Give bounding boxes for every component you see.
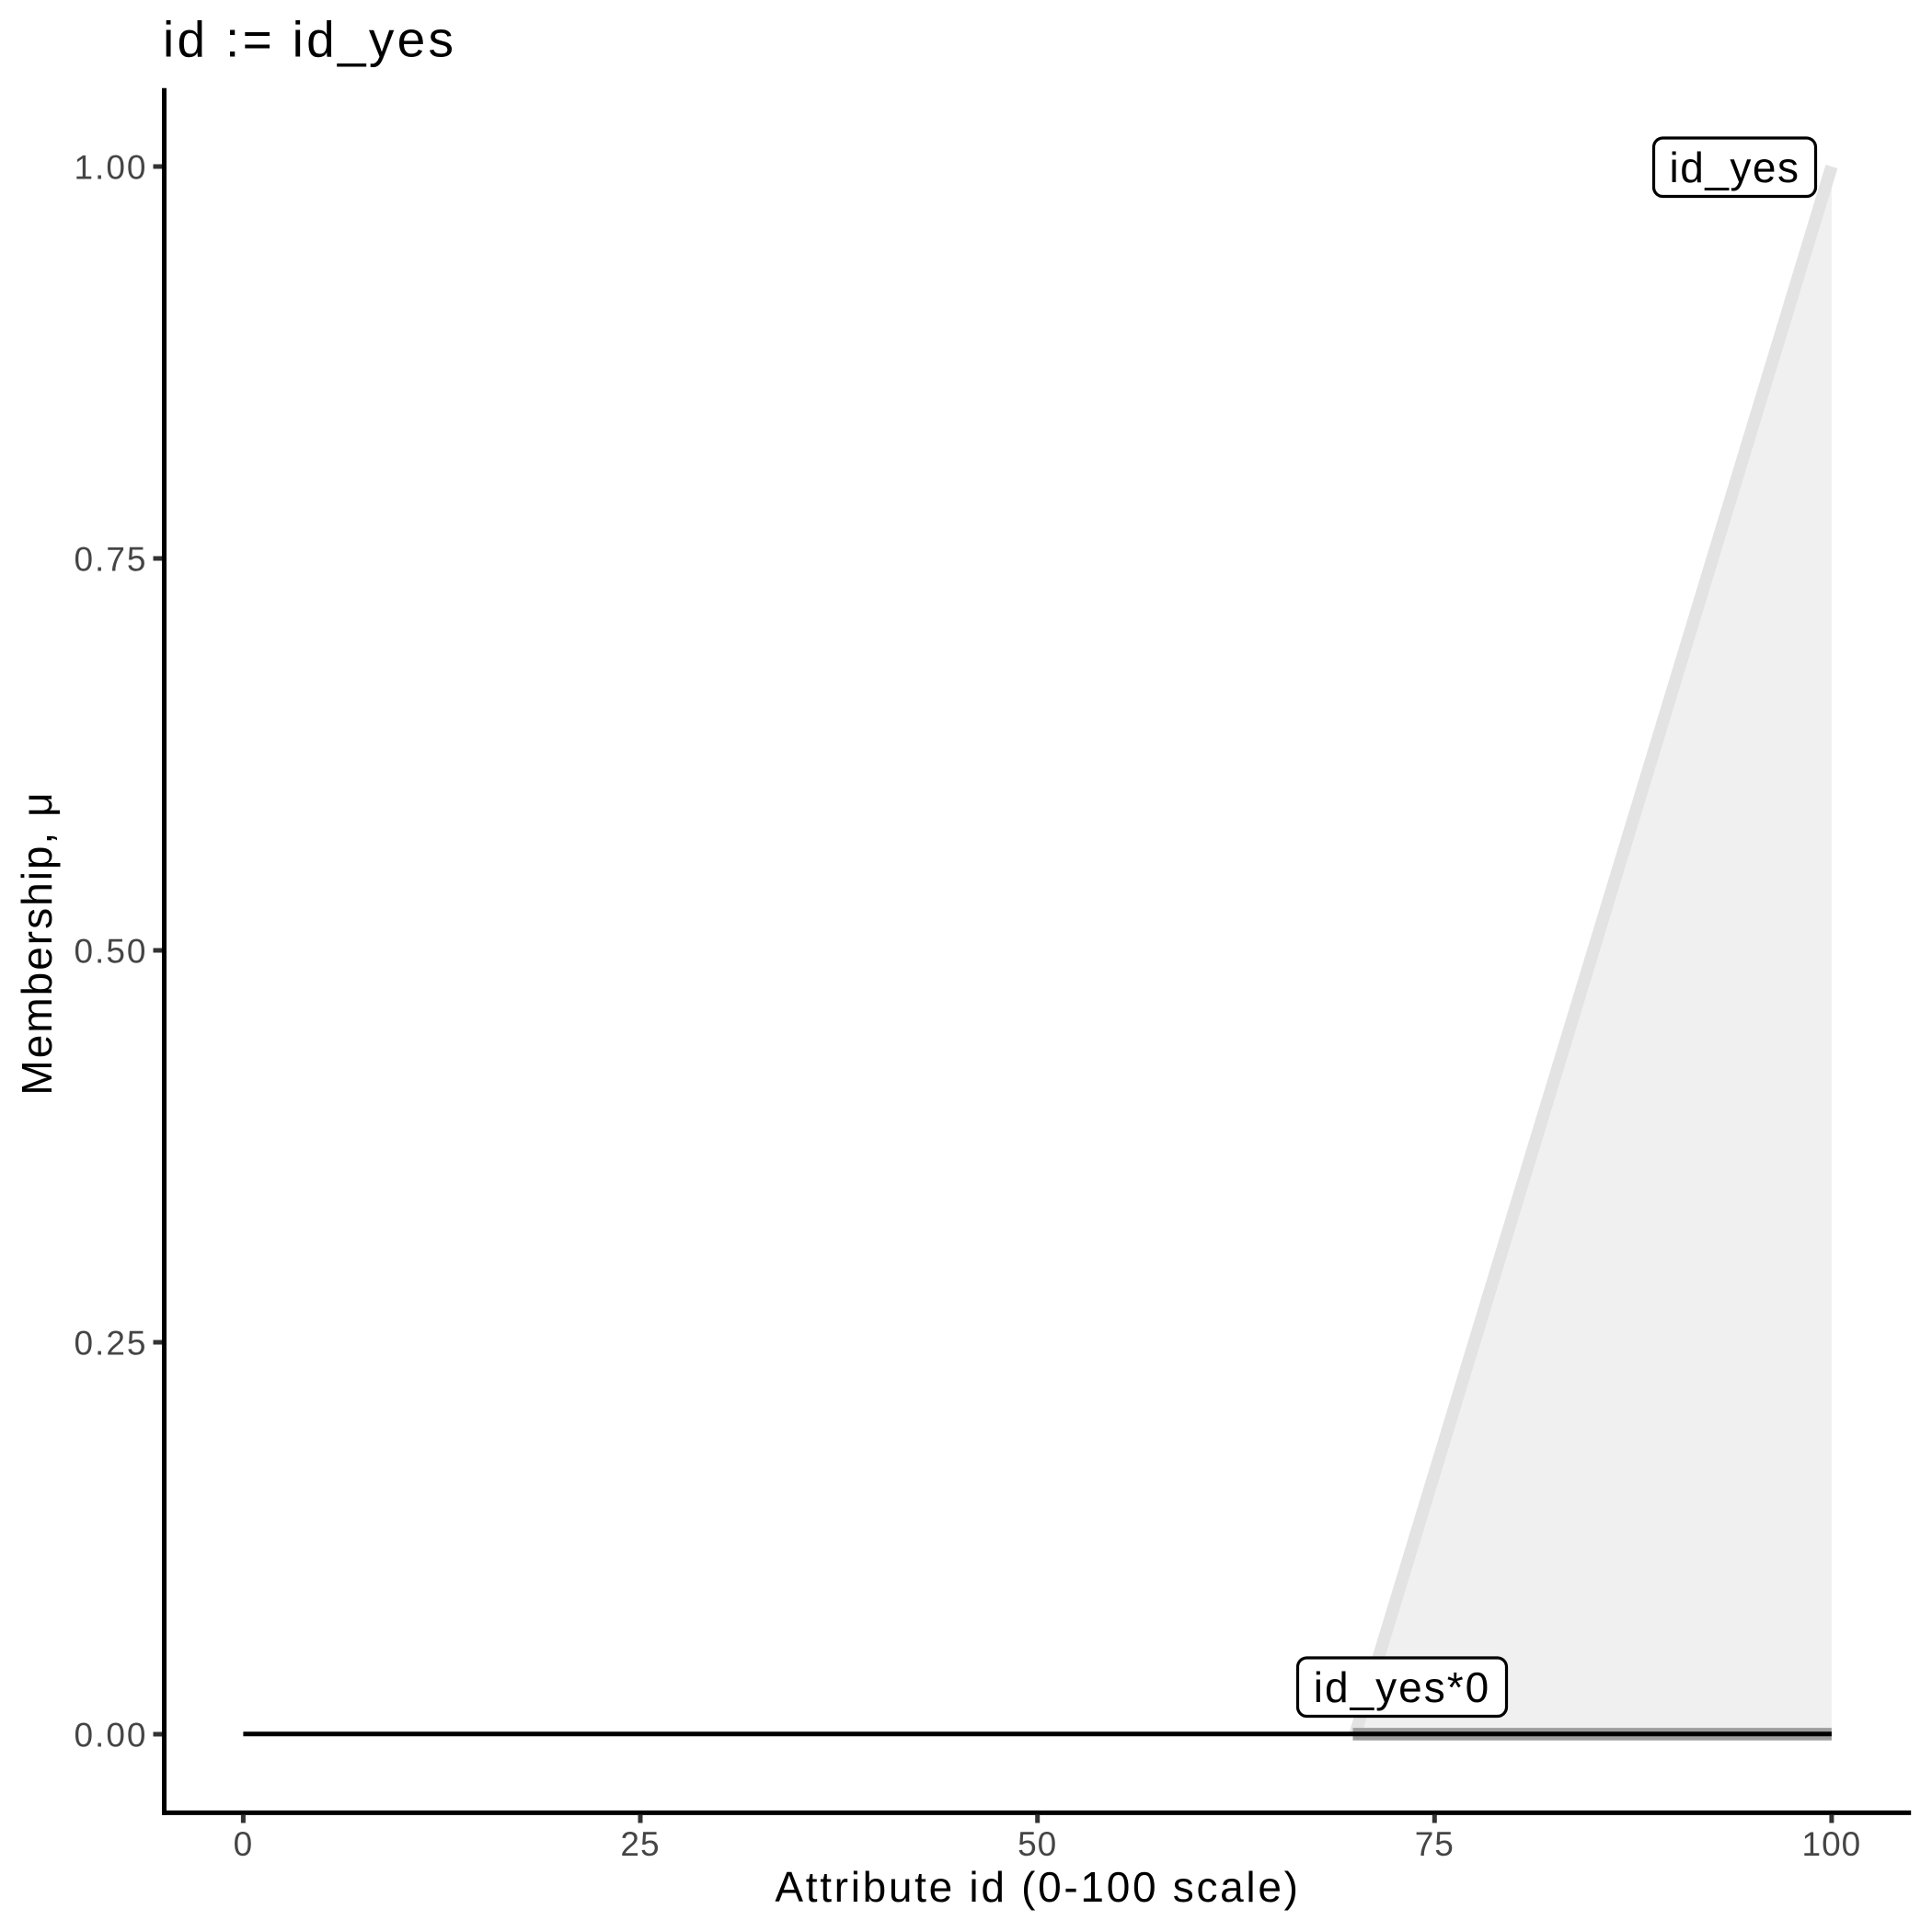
svg-text:id := id_yes: id := id_yes (163, 11, 456, 68)
svg-text:0: 0 (234, 1825, 254, 1863)
svg-text:0.50: 0.50 (74, 933, 147, 971)
svg-text:id_yes: id_yes (1670, 144, 1800, 191)
svg-text:id_yes*0: id_yes*0 (1314, 1663, 1490, 1711)
svg-text:Attribute id (0-100 scale): Attribute id (0-100 scale) (775, 1863, 1300, 1911)
svg-text:0.75: 0.75 (74, 541, 147, 579)
svg-text:0.00: 0.00 (74, 1717, 147, 1754)
svg-text:75: 75 (1415, 1825, 1455, 1863)
svg-text:25: 25 (620, 1825, 660, 1863)
svg-text:100: 100 (1802, 1825, 1862, 1863)
svg-text:1.00: 1.00 (74, 149, 147, 187)
svg-text:Membership, μ: Membership, μ (13, 790, 61, 1095)
svg-text:50: 50 (1018, 1825, 1057, 1863)
svg-text:0.25: 0.25 (74, 1325, 147, 1363)
